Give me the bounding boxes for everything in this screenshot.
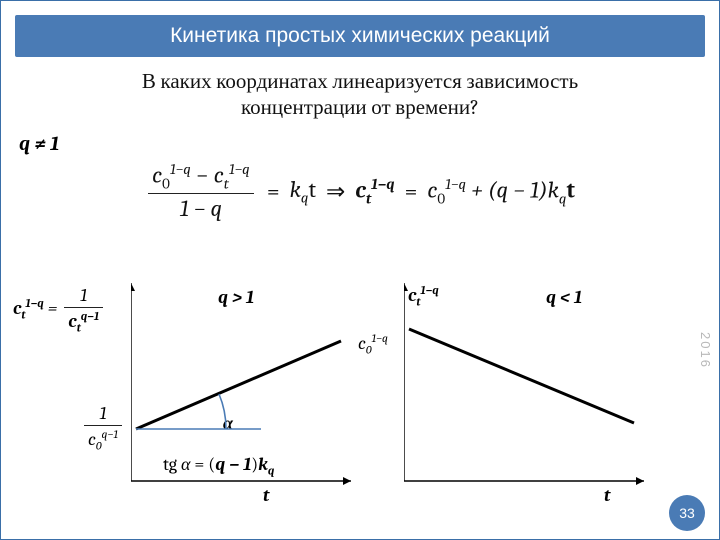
rhs-k: k — [548, 176, 559, 203]
rhs-plus-group: + (q − 1) — [466, 176, 547, 203]
implies-arrow: ⇒ — [326, 178, 345, 205]
left-chart-svg — [131, 281, 361, 491]
question-line1: В каких координатах линеаризуется зависи… — [142, 70, 578, 94]
rhs-ct-sup: 1−q — [371, 176, 394, 193]
kq-sub: q — [301, 189, 309, 206]
rhs-c0-base: c — [427, 176, 437, 203]
y-equiv-sup: 1−q — [26, 296, 44, 310]
right-chart-svg — [404, 281, 654, 491]
eq-sign-1: = — [267, 178, 280, 205]
slide-title: Кинетика простых химических реакций — [15, 15, 705, 57]
main-equation: c01−q − ct1−q 1 − q = kqt ⇒ ct1−q = c01−… — [1, 161, 719, 222]
c0-sup: 1−q — [170, 161, 191, 178]
left-y-equiv: ct1−q = 1ctq−1 — [13, 285, 106, 335]
left-origin-num: 1 — [84, 403, 122, 426]
kq-t: t — [309, 176, 316, 203]
chart-right: ct1−q q < 1 c01−q t — [356, 291, 699, 521]
left-origin-sup: q−1 — [102, 427, 118, 441]
y-equiv-num: 1 — [64, 285, 103, 308]
question-line2: концентрации от времени? — [241, 96, 479, 120]
lhs-den: 1 − q — [148, 194, 254, 222]
right-data-line — [409, 329, 634, 423]
rhs-ct-base: c — [355, 176, 366, 203]
case-label: q ≠ 1 — [1, 132, 719, 155]
question-text: В каких координатах линеаризуется зависи… — [1, 67, 719, 132]
rhs-c0-sup: 1−q — [445, 176, 466, 193]
rhs-c0-sub: 0 — [437, 190, 445, 207]
left-data-line — [136, 341, 341, 429]
left-origin-label: 1c0q−1 — [81, 403, 125, 453]
c0-sub: 0 — [162, 175, 170, 192]
minus: − — [191, 161, 214, 188]
rhs-t: t — [566, 176, 574, 203]
chart-left: ct1−q = 1ctq−1 q > 1 1c0q−1 α tg α = (q … — [13, 291, 356, 521]
eq-sign-2: = — [405, 178, 418, 205]
ct-base: c — [214, 161, 224, 188]
right-origin-sup: 1−q — [372, 331, 388, 345]
y-equiv-eq: = — [44, 298, 61, 319]
c0-base: c — [152, 161, 162, 188]
kq-k: k — [290, 176, 301, 203]
ct-sup: 1−q — [229, 161, 250, 178]
y-equiv-den-sup: q−1 — [81, 309, 99, 323]
year-side-label: 2016 — [698, 332, 713, 369]
y-equiv-den-c: c — [68, 311, 76, 332]
left-origin-c: c — [88, 429, 96, 450]
right-origin-label: c01−q — [358, 331, 388, 357]
page-number-badge: 33 — [669, 495, 705, 531]
lhs-fraction: c01−q − ct1−q 1 − q — [148, 161, 254, 222]
right-origin-c: c — [358, 333, 366, 354]
charts-row: ct1−q = 1ctq−1 q > 1 1c0q−1 α tg α = (q … — [1, 291, 719, 521]
